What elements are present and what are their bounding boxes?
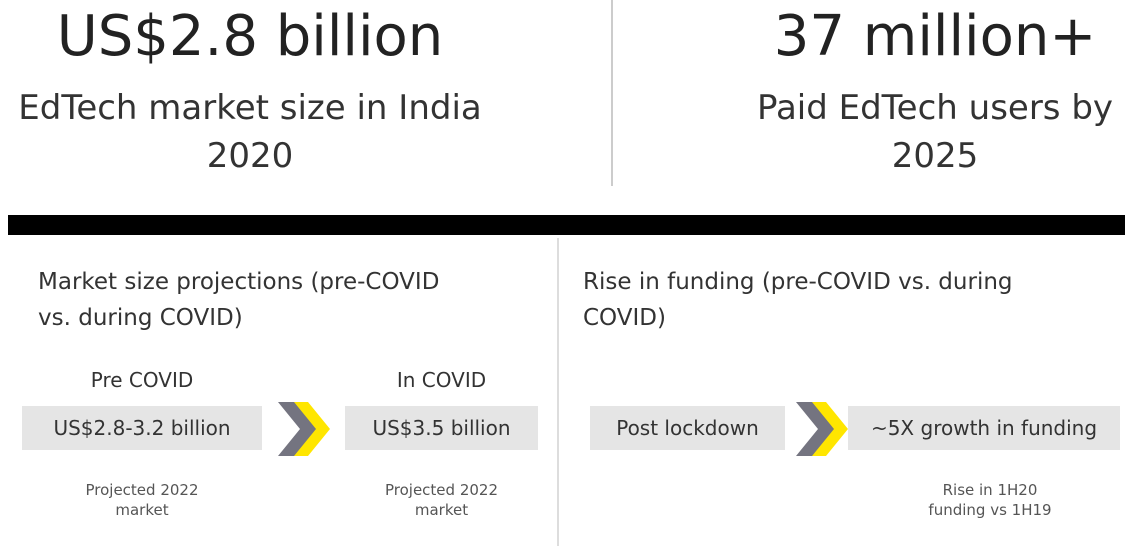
step-box: ~5X growth in funding <box>848 406 1120 450</box>
chevron <box>810 402 848 456</box>
title-line: COVID) <box>583 305 666 331</box>
arrow <box>278 402 330 456</box>
note-line: funding vs 1H19 <box>928 501 1052 519</box>
title-line: Rise in funding (pre-COVID vs. during <box>583 269 1013 295</box>
chevron <box>796 402 834 456</box>
step-box: US$3.5 billion <box>345 406 538 450</box>
divider <box>557 238 559 546</box>
divider <box>611 0 613 186</box>
caption-line: EdTech market size in India <box>18 88 482 128</box>
arrow <box>796 402 848 456</box>
note-line: Projected 2022 <box>384 481 498 499</box>
caption: Paid EdTech users by 2025 <box>740 84 1125 180</box>
caption: EdTech market size in India 2020 <box>0 84 500 180</box>
figure: 37 million+ <box>773 4 1097 69</box>
title-line: vs. during COVID) <box>38 305 243 331</box>
note-line: Projected 2022 <box>85 481 199 499</box>
step-note: Projected 2022 market <box>22 480 262 520</box>
step-label: Pre COVID <box>90 368 194 392</box>
figure: US$2.8 billion <box>56 4 444 69</box>
caption-line: 2020 <box>206 136 294 176</box>
panel-title: Market size projections (pre-COVID vs. d… <box>38 264 439 336</box>
chevron <box>278 402 316 456</box>
note-line: market <box>115 501 169 519</box>
chevron <box>292 402 330 456</box>
caption-line: Paid EdTech users by <box>756 88 1114 128</box>
step-note: Projected 2022 market <box>345 480 538 520</box>
caption-line: 2025 <box>891 136 979 176</box>
note-line: Rise in 1H20 <box>942 481 1038 499</box>
step-box: US$2.8-3.2 billion <box>22 406 262 450</box>
band <box>8 215 1125 235</box>
step-box: Post lockdown <box>590 406 785 450</box>
note-line: market <box>414 501 469 519</box>
title-line: Market size projections (pre-COVID <box>38 269 440 295</box>
step-note: Rise in 1H20 funding vs 1H19 <box>880 480 1100 520</box>
panel-title: Rise in funding (pre-COVID vs. during CO… <box>583 264 1013 336</box>
step-label: In COVID <box>396 368 487 392</box>
